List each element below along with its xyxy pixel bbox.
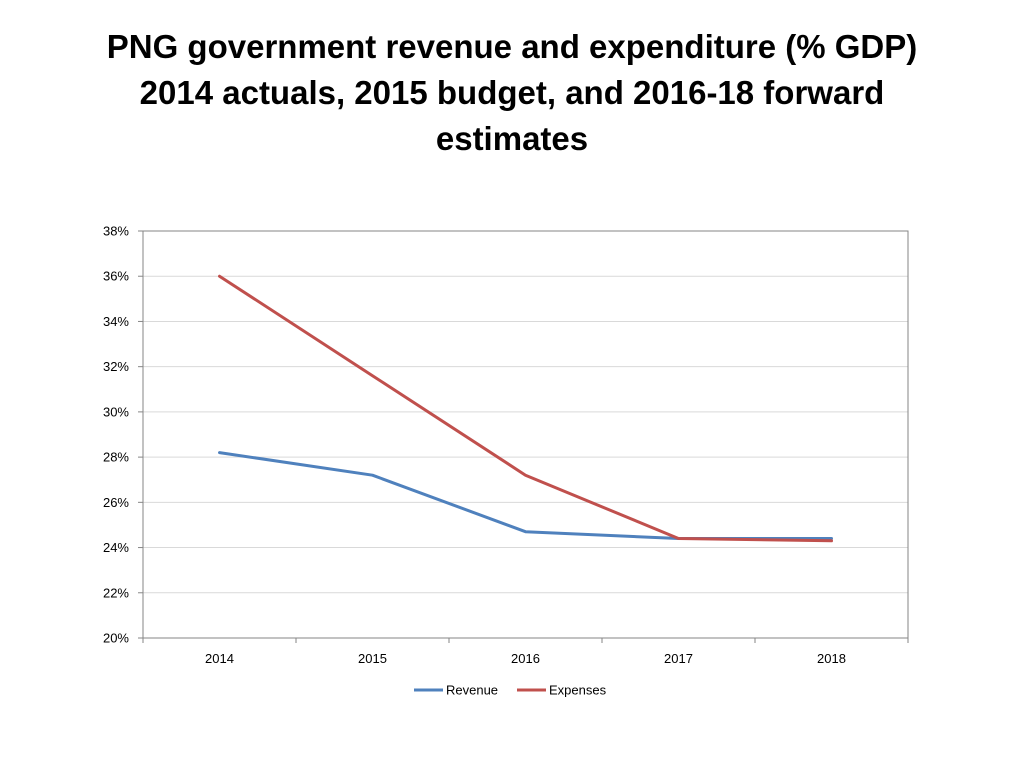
y-tick-label: 26% xyxy=(103,495,129,510)
y-tick-label: 38% xyxy=(103,224,129,239)
x-tick-label: 2016 xyxy=(511,651,540,666)
y-tick-label: 22% xyxy=(103,585,129,600)
legend-label-revenue: Revenue xyxy=(446,683,498,698)
legend: Revenue Expenses xyxy=(414,683,607,698)
series-line-revenue xyxy=(218,451,833,540)
y-tick-label: 36% xyxy=(103,269,129,284)
plot-area-frame xyxy=(142,230,909,639)
x-tick-label: 2018 xyxy=(817,651,846,666)
grid-lines xyxy=(138,230,909,643)
y-tick-label: 24% xyxy=(103,540,129,555)
y-tick-label: 34% xyxy=(103,314,129,329)
y-tick-label: 32% xyxy=(103,359,129,374)
legend-label-expenses: Expenses xyxy=(549,683,607,698)
y-axis-tick-labels: 20% 22% 24% 26% 28% 30% 32% 34% 36% 38% xyxy=(103,224,129,646)
title-line-2: 2014 actuals, 2015 budget, and 2016-18 f… xyxy=(139,74,885,111)
x-axis-tick-labels: 2014 2015 2016 2017 2018 xyxy=(205,651,846,666)
title-line-3: estimates xyxy=(435,120,589,157)
y-tick-label: 30% xyxy=(103,404,129,419)
title-line-1: PNG government revenue and expenditure (… xyxy=(106,28,918,65)
y-tick-label: 28% xyxy=(103,450,129,465)
x-tick-label: 2017 xyxy=(664,651,693,666)
x-tick-label: 2014 xyxy=(205,651,234,666)
series-line-expenses xyxy=(218,274,833,543)
y-tick-label: 20% xyxy=(103,631,129,646)
x-tick-label: 2015 xyxy=(358,651,387,666)
series-lines xyxy=(218,274,833,543)
chart-title: PNG government revenue and expenditure (… xyxy=(40,24,984,162)
